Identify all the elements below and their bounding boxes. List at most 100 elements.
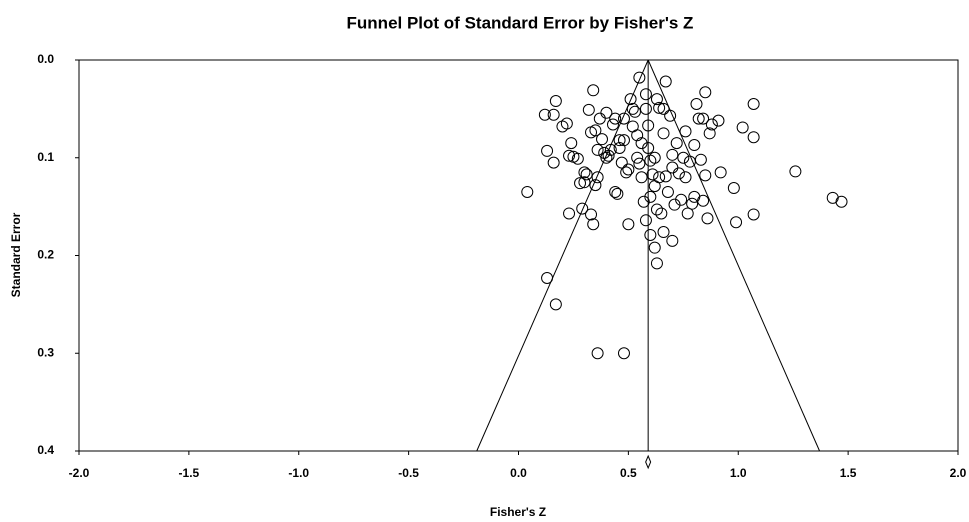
data-point	[591, 347, 604, 360]
data-point	[589, 179, 602, 192]
x-tick-label: 0.0	[510, 466, 527, 480]
data-point	[635, 137, 648, 150]
data-point	[639, 102, 652, 115]
data-point	[650, 203, 663, 216]
data-point	[609, 112, 622, 125]
data-point	[672, 167, 685, 180]
data-point	[578, 166, 591, 179]
data-point	[679, 125, 692, 138]
data-point	[565, 137, 578, 150]
data-point	[591, 143, 604, 156]
data-point	[653, 101, 666, 114]
data-point	[637, 195, 650, 208]
data-point	[574, 177, 587, 190]
data-point	[591, 171, 604, 184]
data-point	[675, 193, 688, 206]
summary-diamond	[645, 454, 652, 470]
x-tick-label: 0.5	[620, 466, 637, 480]
data-point	[631, 129, 644, 142]
data-point	[688, 139, 701, 152]
data-point	[617, 347, 630, 360]
data-point	[642, 141, 655, 154]
x-tick-label: -0.5	[398, 466, 419, 480]
data-point	[701, 212, 714, 225]
data-point	[666, 148, 679, 161]
data-point	[617, 112, 630, 125]
data-point	[642, 119, 655, 132]
y-tick-label: 0.4	[37, 443, 54, 457]
data-point	[602, 149, 615, 162]
data-point	[699, 86, 712, 99]
data-point	[563, 149, 576, 162]
data-point	[585, 208, 598, 221]
data-point	[826, 191, 839, 204]
data-point	[648, 151, 661, 164]
y-tick-label: 0.0	[37, 52, 54, 66]
data-point	[635, 171, 648, 184]
x-tick-label: 1.5	[840, 466, 857, 480]
data-point	[747, 131, 760, 144]
data-point	[633, 157, 646, 170]
data-point	[626, 120, 639, 133]
data-point	[657, 127, 670, 140]
data-point	[705, 118, 718, 131]
data-point	[714, 166, 727, 179]
data-point	[628, 105, 641, 118]
data-point	[679, 171, 692, 184]
data-point	[646, 168, 659, 181]
data-point	[613, 141, 626, 154]
data-point	[648, 241, 661, 254]
data-point	[639, 214, 652, 227]
x-tick-label: -2.0	[69, 466, 90, 480]
data-point	[547, 156, 560, 169]
data-point	[593, 112, 606, 125]
data-point	[615, 156, 628, 169]
data-point	[609, 185, 622, 198]
data-point	[690, 97, 703, 110]
data-point	[657, 226, 670, 239]
data-point	[587, 84, 600, 97]
data-point	[650, 257, 663, 270]
data-point	[560, 117, 573, 130]
data-point	[620, 166, 633, 179]
data-point	[664, 109, 677, 122]
data-point	[789, 165, 802, 178]
x-axis-label: Fisher's Z	[490, 505, 546, 519]
data-point	[648, 180, 661, 193]
data-point	[697, 112, 710, 125]
data-point	[633, 71, 646, 84]
data-point	[694, 153, 707, 166]
data-point	[547, 108, 560, 121]
data-point	[712, 114, 725, 127]
x-tick-label: -1.5	[179, 466, 200, 480]
data-point	[626, 102, 639, 115]
data-point	[681, 207, 694, 220]
data-point	[692, 112, 705, 125]
funnel-edge	[647, 59, 821, 452]
data-point	[677, 151, 690, 164]
data-point	[571, 152, 584, 165]
data-point	[521, 185, 534, 198]
funnel-edge	[476, 59, 649, 452]
data-point	[587, 218, 600, 231]
data-point	[730, 216, 743, 229]
data-point	[596, 133, 609, 146]
x-tick-label: -1.0	[288, 466, 309, 480]
data-point	[653, 171, 666, 184]
data-point	[683, 155, 696, 168]
data-point	[538, 108, 551, 121]
y-tick-label: 0.3	[37, 345, 54, 359]
data-point	[699, 169, 712, 182]
data-point	[644, 190, 657, 203]
data-point	[549, 298, 562, 311]
data-point	[747, 208, 760, 221]
data-point	[703, 127, 716, 140]
x-tick-label: 2.0	[950, 466, 967, 480]
data-point	[576, 202, 589, 215]
data-point	[624, 93, 637, 106]
data-point	[688, 190, 701, 203]
data-point	[697, 194, 710, 207]
data-point	[578, 176, 591, 189]
data-point	[631, 151, 644, 164]
